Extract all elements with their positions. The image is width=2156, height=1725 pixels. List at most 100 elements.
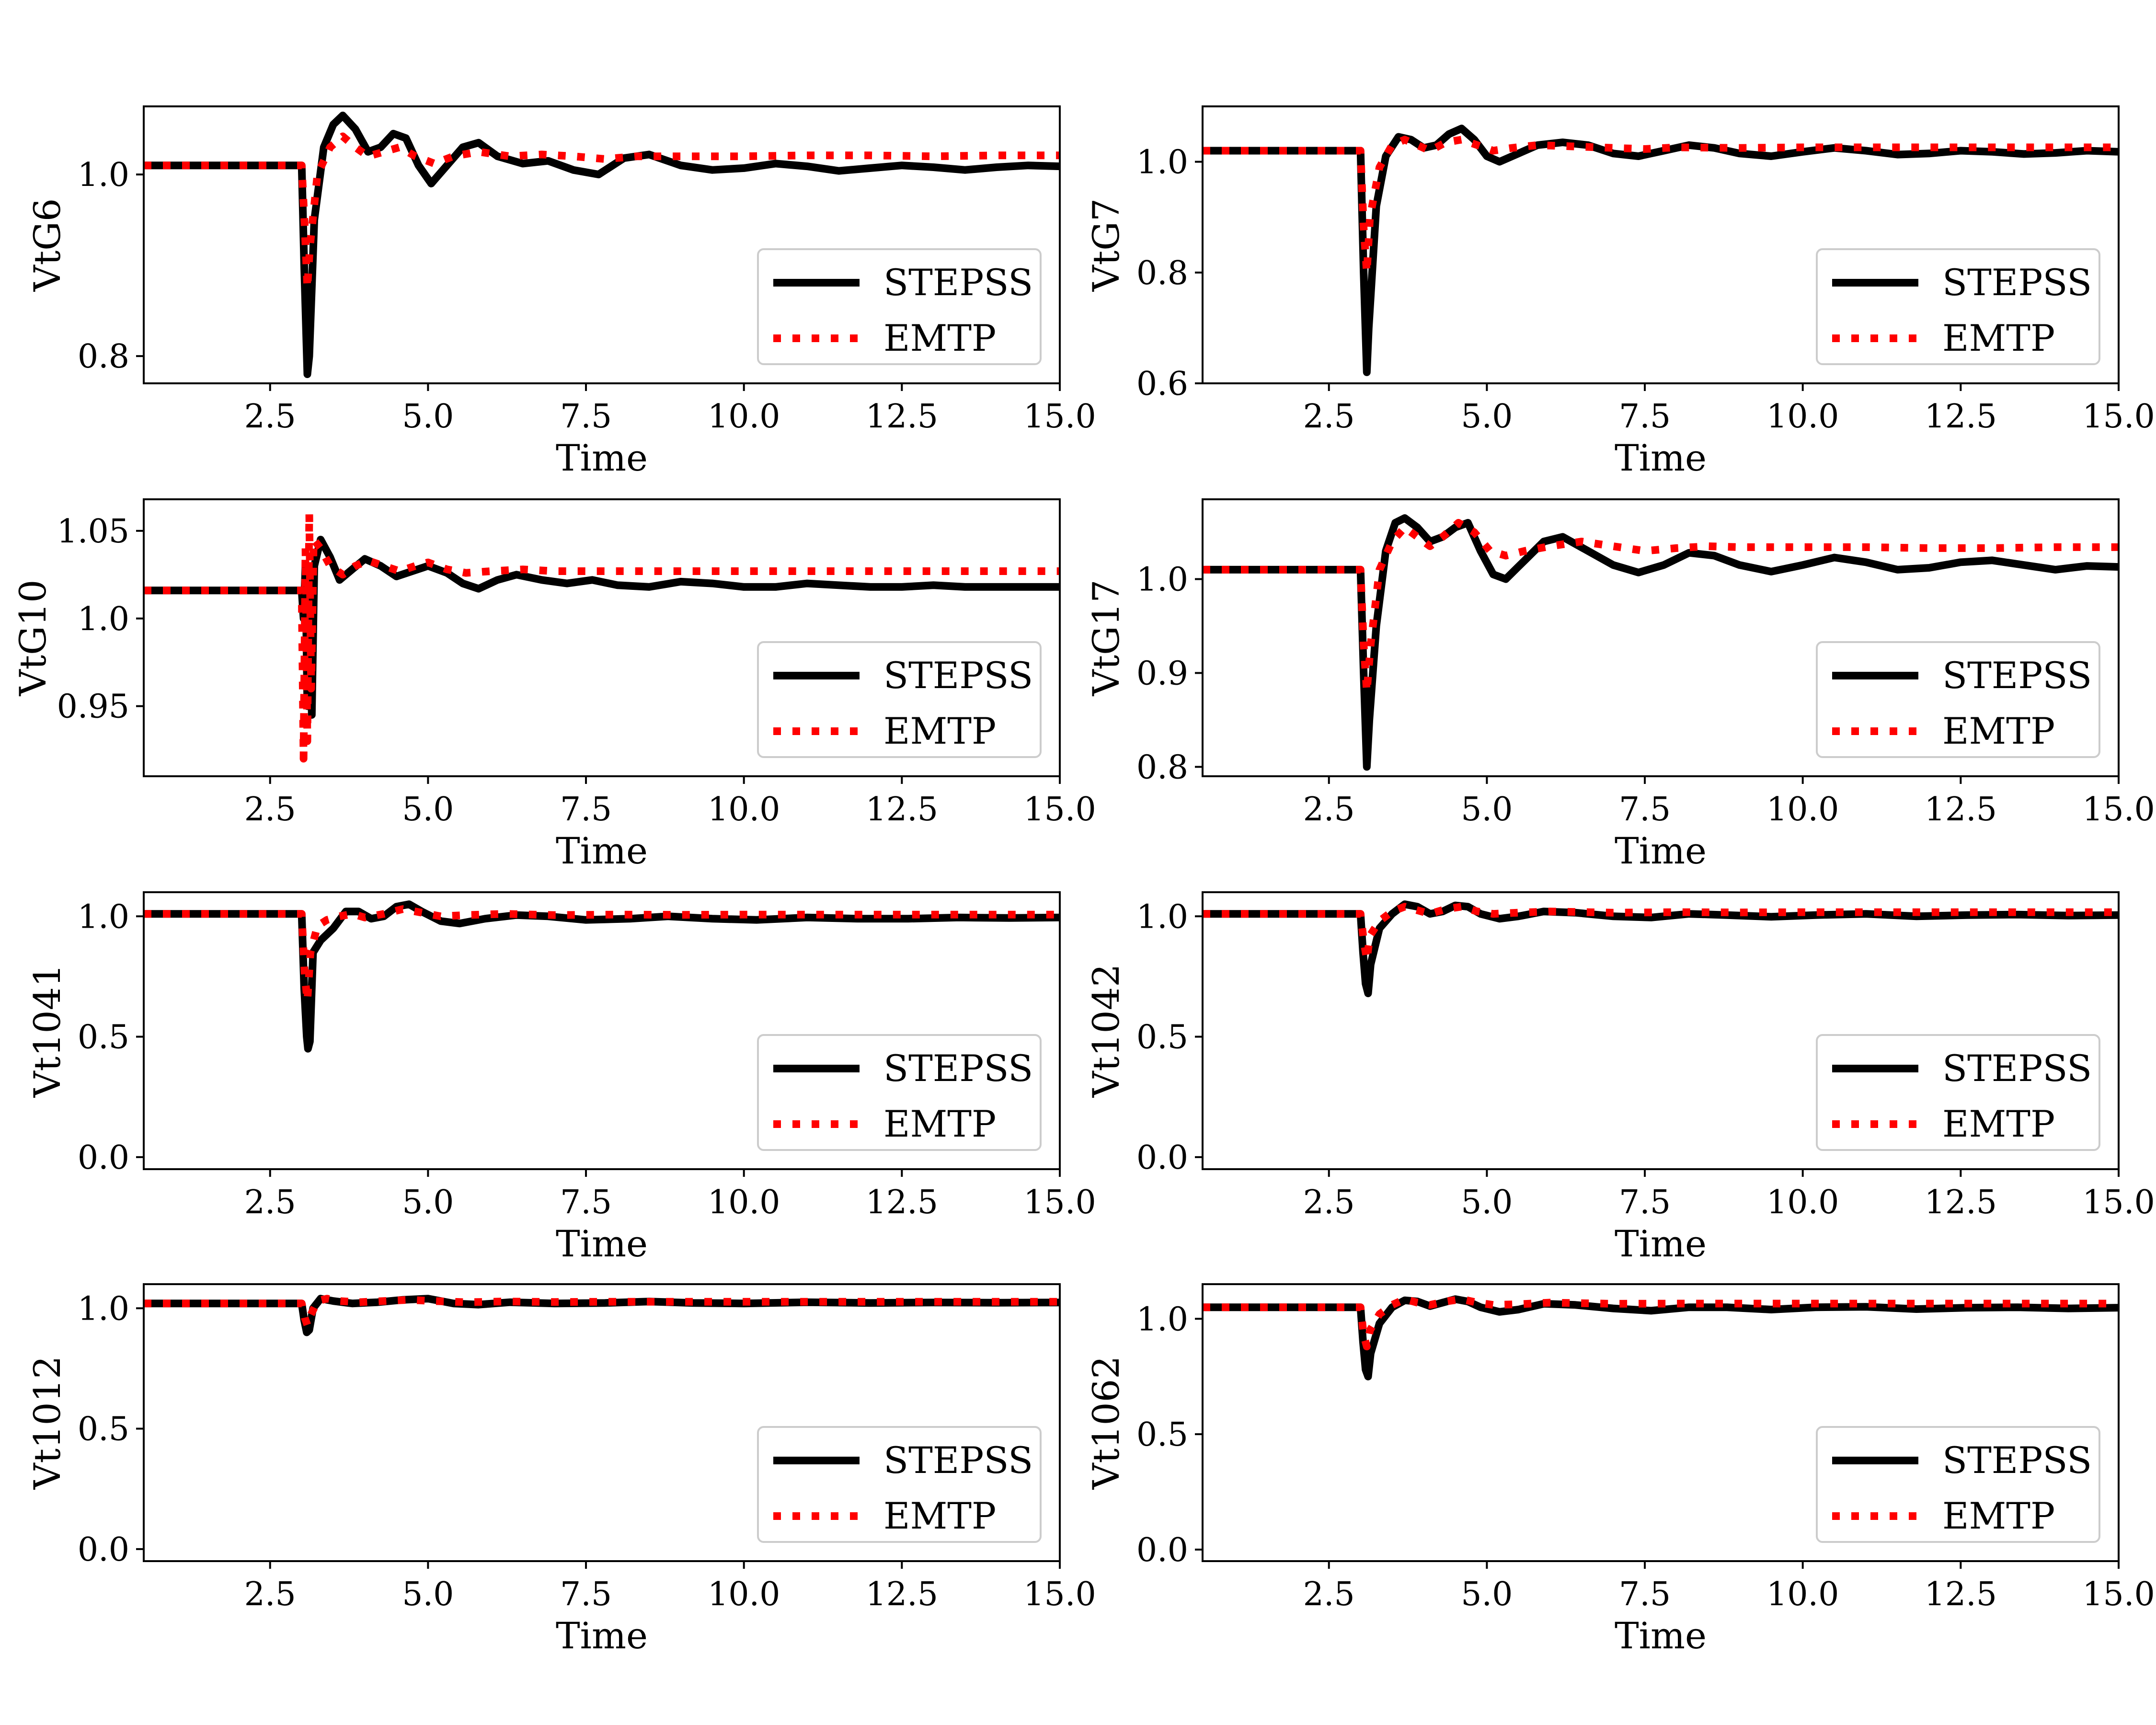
x-tick-label: 7.5 — [1619, 398, 1671, 436]
y-tick-label: 0.5 — [78, 1019, 129, 1057]
x-tick-label: 12.5 — [866, 398, 938, 436]
legend-label-EMTP: EMTP — [883, 1495, 996, 1537]
x-tick-label: 15.0 — [1023, 1576, 1096, 1613]
y-tick-label: 1.0 — [78, 898, 129, 936]
x-axis-label: Time — [556, 829, 648, 872]
y-tick-label: 0.0 — [78, 1139, 129, 1177]
legend: STEPSS EMTP — [757, 1034, 1042, 1151]
x-tick-label: 7.5 — [1619, 1576, 1671, 1613]
legend-label-STEPSS: STEPSS — [883, 654, 1033, 697]
x-tick-label: 2.5 — [1303, 1576, 1355, 1613]
y-tick-label: 1.0 — [78, 1290, 129, 1328]
legend-label-STEPSS: STEPSS — [1942, 1047, 2092, 1090]
x-tick-label: 2.5 — [1303, 791, 1355, 828]
y-axis-label: Vt1062 — [1085, 1356, 1127, 1490]
axes-frame — [143, 498, 1061, 777]
legend-box — [1816, 1426, 2100, 1543]
series-line-STEPSS — [1203, 1295, 2119, 1380]
x-axis-label: Time — [1615, 1614, 1707, 1657]
x-tick-label: 10.0 — [708, 1576, 780, 1613]
x-tick-label: 12.5 — [1925, 1184, 1997, 1221]
x-tick-label: 2.5 — [1303, 1184, 1355, 1221]
x-tick-label: 15.0 — [2082, 791, 2155, 828]
x-tick-label: 7.5 — [560, 1184, 612, 1221]
series-line-STEPSS — [144, 536, 1060, 719]
legend-box — [1816, 641, 2100, 758]
series-line-STEPSS — [1203, 900, 2119, 998]
series-line-EMTP — [1203, 1295, 2119, 1351]
legend: STEPSS EMTP — [1816, 1034, 2100, 1151]
series-line-EMTP — [144, 132, 1060, 292]
legend-box — [757, 248, 1042, 365]
subplot-Vt1012: 2.5 5.0 7.5 10.0 12.5 15.0 0.0 0.5 1.0 Time Vt1012… — [26, 1283, 1096, 1657]
x-tick-label: 5.0 — [402, 1184, 454, 1221]
y-axis-label: VtG10 — [11, 580, 54, 697]
x-axis-label: Time — [1615, 1222, 1707, 1265]
x-tick-label: 10.0 — [708, 398, 780, 436]
y-tick-label: 1.0 — [1136, 561, 1188, 599]
axes-frame — [1202, 891, 2120, 1170]
y-tick-label: 0.5 — [1136, 1416, 1188, 1454]
legend-label-STEPSS: STEPSS — [1942, 261, 2092, 304]
x-tick-label: 5.0 — [402, 1576, 454, 1613]
x-axis-label: Time — [556, 437, 648, 479]
legend-box — [1816, 1034, 2100, 1151]
legend-label-EMTP: EMTP — [1942, 317, 2055, 359]
axes-frame — [143, 891, 1061, 1170]
x-tick-label: 12.5 — [1925, 1576, 1997, 1613]
legend-label-EMTP: EMTP — [883, 1103, 996, 1145]
x-tick-label: 7.5 — [560, 398, 612, 436]
legend-label-STEPSS: STEPSS — [883, 1047, 1033, 1090]
legend-label-STEPSS: STEPSS — [1942, 654, 2092, 697]
x-tick-label: 12.5 — [866, 1184, 938, 1221]
legend-label-EMTP: EMTP — [883, 317, 996, 359]
x-tick-label: 12.5 — [1925, 791, 1997, 828]
legend: STEPSS EMTP — [1816, 641, 2100, 758]
x-tick-label: 15.0 — [1023, 791, 1096, 828]
x-tick-label: 12.5 — [866, 1576, 938, 1613]
y-axis-label: Vt1042 — [1085, 964, 1127, 1098]
legend-label-STEPSS: STEPSS — [1942, 1439, 2092, 1482]
legend-label-STEPSS: STEPSS — [883, 1439, 1033, 1482]
legend-box — [757, 1426, 1042, 1543]
x-tick-label: 15.0 — [1023, 1184, 1096, 1221]
y-tick-label: 1.05 — [57, 513, 129, 551]
series-line-STEPSS — [144, 900, 1060, 1053]
y-tick-label: 0.95 — [57, 688, 129, 726]
legend-label-EMTP: EMTP — [1942, 1495, 2055, 1537]
x-axis-label: Time — [556, 1222, 648, 1265]
y-tick-label: 0.6 — [1136, 365, 1188, 403]
y-axis-label: Vt1012 — [26, 1356, 69, 1490]
y-tick-label: 0.8 — [78, 338, 129, 376]
x-tick-label: 5.0 — [1461, 791, 1513, 828]
y-tick-label: 1.0 — [1136, 898, 1188, 936]
x-tick-label: 10.0 — [708, 791, 780, 828]
subplot-Vt1062: 2.5 5.0 7.5 10.0 12.5 15.0 0.0 0.5 1.0 Time Vt1062… — [1085, 1283, 2155, 1657]
x-tick-label: 15.0 — [1023, 398, 1096, 436]
legend-label-EMTP: EMTP — [1942, 1103, 2055, 1145]
axes-frame — [143, 105, 1061, 384]
axes-frame — [1202, 105, 2120, 384]
series-line-EMTP — [1203, 136, 2119, 276]
axes-frame — [1202, 1283, 2120, 1562]
x-tick-label: 2.5 — [244, 398, 296, 436]
x-tick-label: 7.5 — [560, 791, 612, 828]
legend-label-EMTP: EMTP — [1942, 710, 2055, 752]
legend: STEPSS EMTP — [1816, 1426, 2100, 1543]
series-line-EMTP — [1203, 519, 2119, 696]
x-tick-label: 10.0 — [1766, 1184, 1839, 1221]
axes-frame — [143, 1283, 1061, 1562]
legend-box — [757, 1034, 1042, 1151]
x-tick-label: 15.0 — [2082, 398, 2155, 436]
series-line-EMTP — [144, 509, 1060, 763]
x-tick-label: 15.0 — [2082, 1576, 2155, 1613]
x-tick-label: 10.0 — [1766, 1576, 1839, 1613]
series-line-STEPSS — [1203, 514, 2119, 771]
x-axis-label: Time — [1615, 437, 1707, 479]
y-tick-label: 1.0 — [1136, 144, 1188, 182]
x-tick-label: 2.5 — [244, 1576, 296, 1613]
y-tick-label: 1.0 — [78, 156, 129, 194]
legend-label-STEPSS: STEPSS — [883, 261, 1033, 304]
x-tick-label: 7.5 — [1619, 1184, 1671, 1221]
y-axis-label: VtG7 — [1085, 198, 1127, 292]
